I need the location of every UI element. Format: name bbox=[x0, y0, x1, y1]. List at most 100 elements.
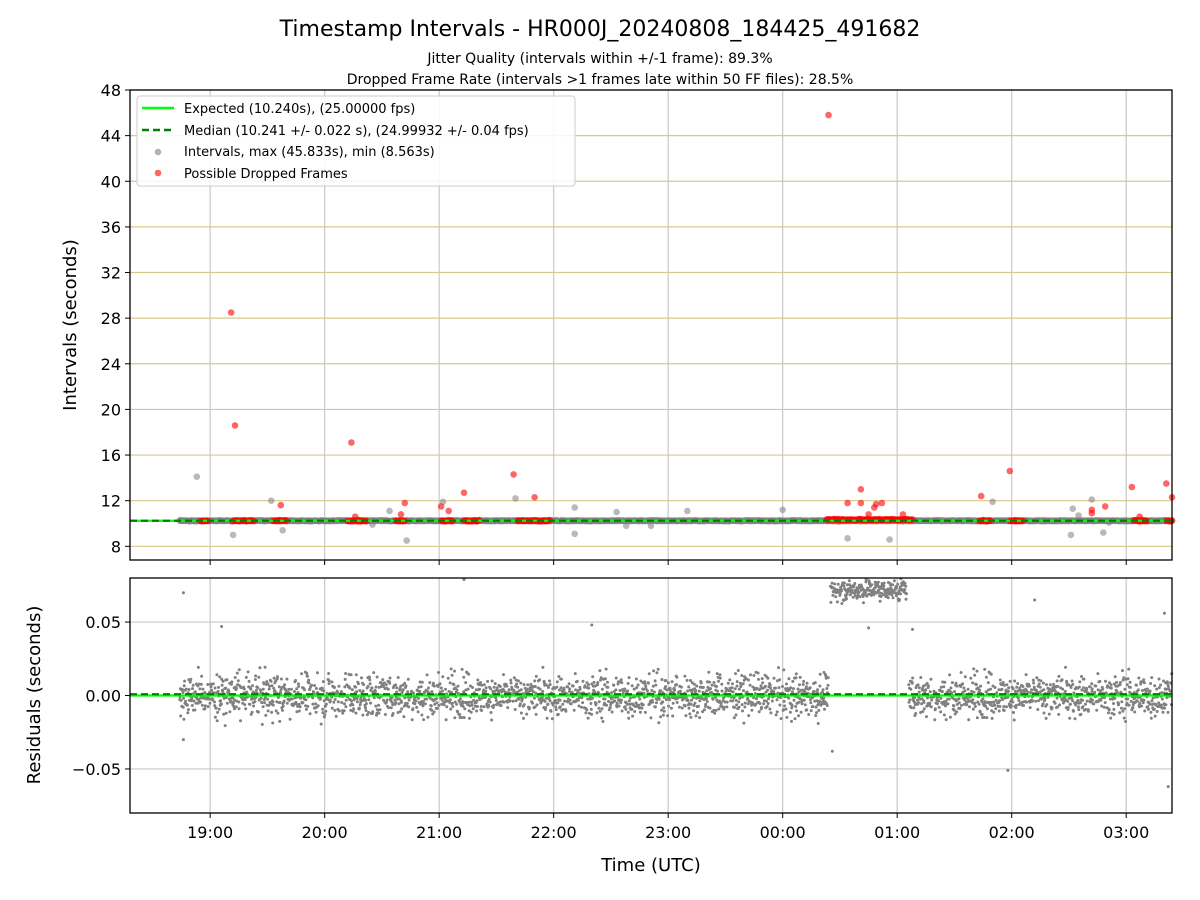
residual-point bbox=[420, 680, 424, 684]
residual-point bbox=[630, 684, 634, 688]
residual-point bbox=[587, 686, 591, 690]
residual-point bbox=[749, 673, 752, 677]
residual-point bbox=[266, 682, 270, 686]
residual-point bbox=[814, 705, 818, 709]
residual-point bbox=[853, 582, 857, 585]
residual-point bbox=[279, 677, 283, 681]
residual-point bbox=[1033, 598, 1037, 602]
residual-point bbox=[1159, 683, 1163, 687]
residual-point bbox=[333, 698, 337, 701]
residual-point bbox=[525, 687, 529, 691]
residual-point bbox=[200, 674, 204, 678]
residual-point bbox=[482, 705, 486, 709]
residual-point bbox=[231, 696, 235, 700]
residual-point bbox=[1161, 710, 1165, 714]
residual-point bbox=[790, 704, 794, 707]
residual-point bbox=[743, 705, 747, 709]
residual-point bbox=[297, 684, 301, 688]
residual-point bbox=[718, 676, 722, 680]
residual-point bbox=[246, 670, 250, 674]
residual-point bbox=[314, 687, 318, 690]
residual-point bbox=[1034, 688, 1038, 692]
residual-point bbox=[1135, 699, 1139, 703]
residual-point bbox=[478, 698, 482, 702]
residual-point bbox=[769, 711, 773, 715]
residual-point bbox=[351, 709, 355, 713]
residual-point bbox=[290, 697, 294, 701]
residual-point bbox=[991, 684, 995, 688]
top-y-tick-label: 12 bbox=[101, 492, 121, 511]
residual-point bbox=[254, 695, 258, 699]
residual-point bbox=[857, 590, 861, 594]
residual-point bbox=[833, 582, 837, 586]
residual-point bbox=[349, 673, 353, 677]
residual-point bbox=[1150, 676, 1154, 680]
residual-point bbox=[599, 678, 602, 682]
residual-point bbox=[397, 702, 401, 706]
residual-point bbox=[735, 684, 739, 688]
residual-point bbox=[842, 581, 846, 585]
residual-point bbox=[311, 702, 315, 706]
residual-point bbox=[814, 714, 818, 718]
residual-point bbox=[673, 688, 677, 692]
residual-point bbox=[509, 681, 513, 685]
residual-point bbox=[341, 711, 345, 715]
residual-point bbox=[201, 687, 205, 691]
residual-point bbox=[182, 684, 186, 688]
residual-point bbox=[919, 711, 923, 714]
residual-point bbox=[748, 683, 752, 687]
dropped-frame-point bbox=[872, 500, 880, 508]
residual-point bbox=[1042, 688, 1046, 692]
residual-point bbox=[266, 709, 270, 713]
residual-point bbox=[1112, 702, 1115, 705]
residual-point bbox=[590, 623, 594, 627]
residual-point bbox=[1070, 679, 1074, 683]
residual-point bbox=[441, 675, 445, 679]
residual-point bbox=[993, 703, 997, 707]
residual-point bbox=[534, 712, 538, 716]
residual-point bbox=[384, 683, 388, 687]
residual-point bbox=[327, 682, 331, 686]
residual-point bbox=[228, 710, 232, 714]
residual-point bbox=[1028, 706, 1032, 710]
legend-intervals-marker bbox=[154, 148, 162, 156]
residual-point bbox=[1112, 682, 1116, 686]
residual-point bbox=[969, 676, 973, 680]
residual-point bbox=[662, 706, 666, 710]
residual-point bbox=[406, 677, 410, 681]
residual-point bbox=[449, 707, 453, 711]
residual-point bbox=[1090, 687, 1094, 691]
residual-point bbox=[766, 676, 770, 680]
residual-point bbox=[354, 685, 358, 689]
residual-point bbox=[963, 689, 967, 693]
residual-point bbox=[490, 718, 494, 722]
residual-point bbox=[592, 680, 596, 684]
residual-point bbox=[1002, 709, 1006, 712]
residual-point bbox=[634, 677, 638, 681]
dropped-frame-point bbox=[351, 513, 359, 520]
residual-point bbox=[1150, 699, 1154, 703]
residual-point bbox=[1103, 701, 1107, 705]
residual-point bbox=[304, 698, 308, 702]
residual-point bbox=[448, 700, 452, 704]
residual-point bbox=[209, 685, 213, 689]
residual-point bbox=[426, 686, 430, 690]
residual-point bbox=[221, 690, 225, 694]
residual-point bbox=[573, 672, 577, 676]
x-tick-label: 19:00 bbox=[187, 823, 233, 842]
residual-point bbox=[571, 684, 575, 688]
residual-point bbox=[396, 676, 400, 679]
residual-point bbox=[638, 697, 642, 701]
residual-point bbox=[256, 686, 260, 690]
residual-point bbox=[319, 696, 323, 700]
residual-point bbox=[860, 584, 864, 588]
residual-point bbox=[561, 708, 565, 711]
residual-point bbox=[730, 686, 734, 690]
residual-point bbox=[1101, 687, 1105, 691]
residual-point bbox=[669, 706, 673, 710]
residual-point bbox=[372, 696, 376, 700]
residual-point bbox=[278, 719, 282, 723]
residual-point bbox=[943, 680, 947, 684]
residual-point bbox=[848, 583, 852, 587]
residual-point bbox=[516, 679, 520, 683]
